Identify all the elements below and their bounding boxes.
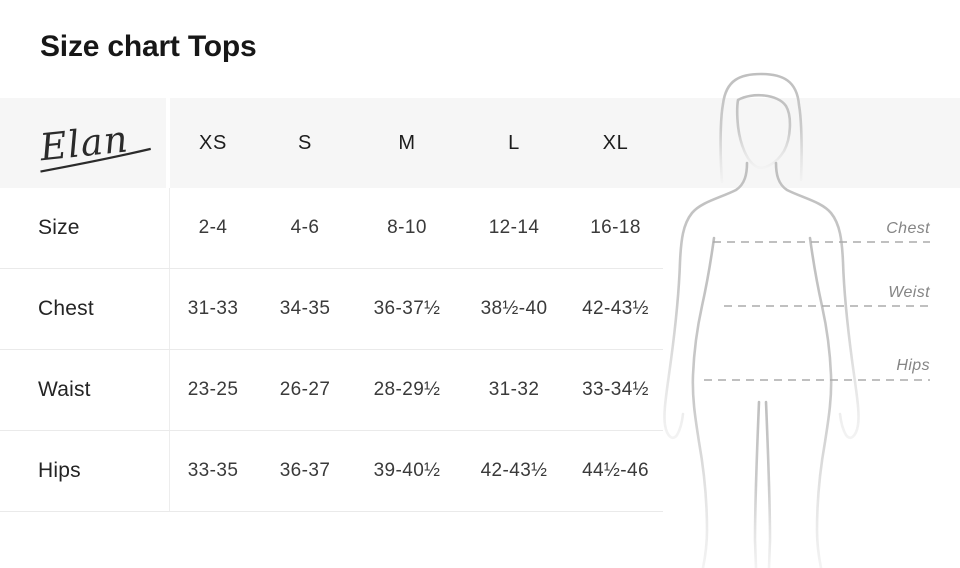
row-label-waist: Waist: [0, 350, 170, 430]
chest-xl-value: 42-43½: [582, 298, 649, 319]
waist-l-value: 31-32: [488, 379, 540, 400]
brand-logo: Elan: [37, 117, 151, 173]
table-row-chest: Chest 31-33 34-35 36-37½ 38½-40 42-43½: [0, 269, 663, 350]
female-silhouette-outline: [663, 72, 860, 568]
size-chart-table: Elan XS S M L XL Size 2-4 4-6 8-10 12-14…: [0, 98, 663, 512]
size-s-value: 4-6: [290, 217, 320, 238]
row-label-hips: Hips: [0, 431, 170, 511]
page-title: Size chart Tops: [40, 30, 257, 63]
column-header-xl: XL: [602, 131, 629, 154]
waist-xl-value: 33-34½: [582, 379, 649, 400]
body-measurement-figure: [663, 72, 930, 568]
hips-l-value: 42-43½: [480, 460, 548, 481]
measurement-dash-lines: [704, 241, 930, 381]
hips-m-value: 39-40½: [373, 460, 441, 481]
row-label-size: Size: [0, 188, 170, 268]
logo-underline: [40, 147, 151, 173]
size-xl-value: 16-18: [590, 217, 641, 238]
chest-m-value: 36-37½: [373, 298, 441, 319]
row-label-chest: Chest: [0, 269, 170, 349]
size-xs-value: 2-4: [198, 217, 228, 238]
brand-logo-cell: Elan: [0, 98, 170, 188]
waist-xs-value: 23-25: [187, 379, 239, 400]
table-row-hips: Hips 33-35 36-37 39-40½ 42-43½ 44½-46: [0, 431, 663, 512]
column-header-s: S: [298, 131, 312, 154]
waist-m-value: 28-29½: [373, 379, 441, 400]
size-m-value: 8-10: [387, 217, 427, 238]
hips-xs-value: 33-35: [187, 460, 239, 481]
figure-waist-label: Weist: [888, 284, 930, 301]
brand-logo-text: Elan: [37, 117, 131, 169]
chest-s-value: 34-35: [279, 298, 331, 319]
column-header-xs: XS: [199, 131, 227, 154]
table-header-row: Elan XS S M L XL: [0, 98, 663, 188]
column-header-l: L: [508, 131, 520, 154]
hips-s-value: 36-37: [279, 460, 331, 481]
table-row-waist: Waist 23-25 26-27 28-29½ 31-32 33-34½: [0, 350, 663, 431]
waist-s-value: 26-27: [279, 379, 331, 400]
chest-xs-value: 31-33: [187, 298, 239, 319]
hips-xl-value: 44½-46: [582, 460, 649, 481]
column-header-m: M: [398, 131, 416, 154]
chest-l-value: 38½-40: [480, 298, 548, 319]
figure-hips-label: Hips: [896, 357, 930, 374]
table-row-size: Size 2-4 4-6 8-10 12-14 16-18: [0, 188, 663, 269]
size-l-value: 12-14: [488, 217, 540, 238]
figure-chest-label: Chest: [886, 220, 930, 237]
